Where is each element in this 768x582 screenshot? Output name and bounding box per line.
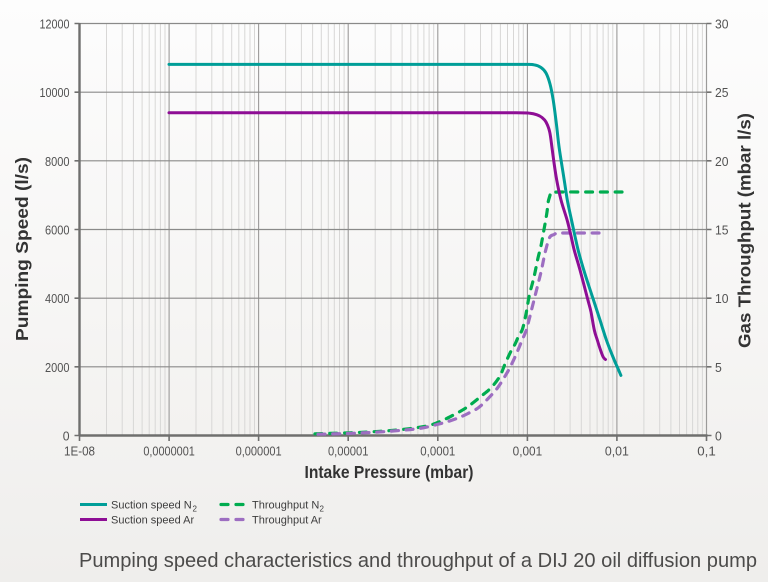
svg-text:Pumping speed characteristics: Pumping speed characteristics and throug… <box>79 549 757 572</box>
svg-text:0: 0 <box>63 430 70 444</box>
svg-text:Throughput N: Throughput N <box>252 500 319 512</box>
svg-text:0,0001: 0,0001 <box>420 445 455 459</box>
svg-text:0,000001: 0,000001 <box>236 445 282 459</box>
svg-text:Suction speed Ar: Suction speed Ar <box>111 515 195 527</box>
svg-text:0,1: 0,1 <box>697 445 716 459</box>
svg-text:2: 2 <box>320 505 325 514</box>
svg-text:30: 30 <box>715 18 729 32</box>
svg-text:2: 2 <box>193 505 198 514</box>
svg-text:10: 10 <box>715 292 729 306</box>
svg-text:Pumping Speed (l/s): Pumping Speed (l/s) <box>12 157 32 341</box>
svg-text:5: 5 <box>715 361 722 375</box>
svg-text:0,00001: 0,00001 <box>328 445 369 459</box>
svg-text:Suction speed N: Suction speed N <box>111 500 192 512</box>
svg-text:2000: 2000 <box>45 361 70 375</box>
svg-text:0,0000001: 0,0000001 <box>143 445 195 459</box>
svg-text:0,01: 0,01 <box>605 445 629 459</box>
svg-text:Gas Throughput (mbar l/s): Gas Throughput (mbar l/s) <box>735 113 755 348</box>
svg-text:10000: 10000 <box>40 86 70 100</box>
svg-text:0: 0 <box>715 430 722 444</box>
svg-text:Intake Pressure (mbar): Intake Pressure (mbar) <box>305 462 474 482</box>
svg-text:8000: 8000 <box>45 155 70 169</box>
svg-text:Throughput Ar: Throughput Ar <box>252 515 322 527</box>
svg-text:4000: 4000 <box>45 292 70 306</box>
svg-text:0,001: 0,001 <box>513 445 543 459</box>
svg-text:1E-08: 1E-08 <box>64 445 95 459</box>
svg-text:15: 15 <box>715 224 729 238</box>
svg-text:25: 25 <box>715 86 729 100</box>
svg-text:12000: 12000 <box>40 18 70 32</box>
svg-text:6000: 6000 <box>45 224 70 238</box>
svg-text:20: 20 <box>715 155 729 169</box>
